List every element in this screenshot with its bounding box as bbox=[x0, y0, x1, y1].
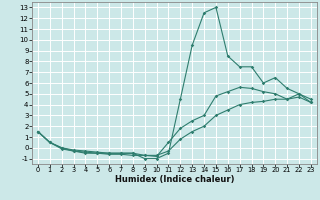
X-axis label: Humidex (Indice chaleur): Humidex (Indice chaleur) bbox=[115, 175, 234, 184]
